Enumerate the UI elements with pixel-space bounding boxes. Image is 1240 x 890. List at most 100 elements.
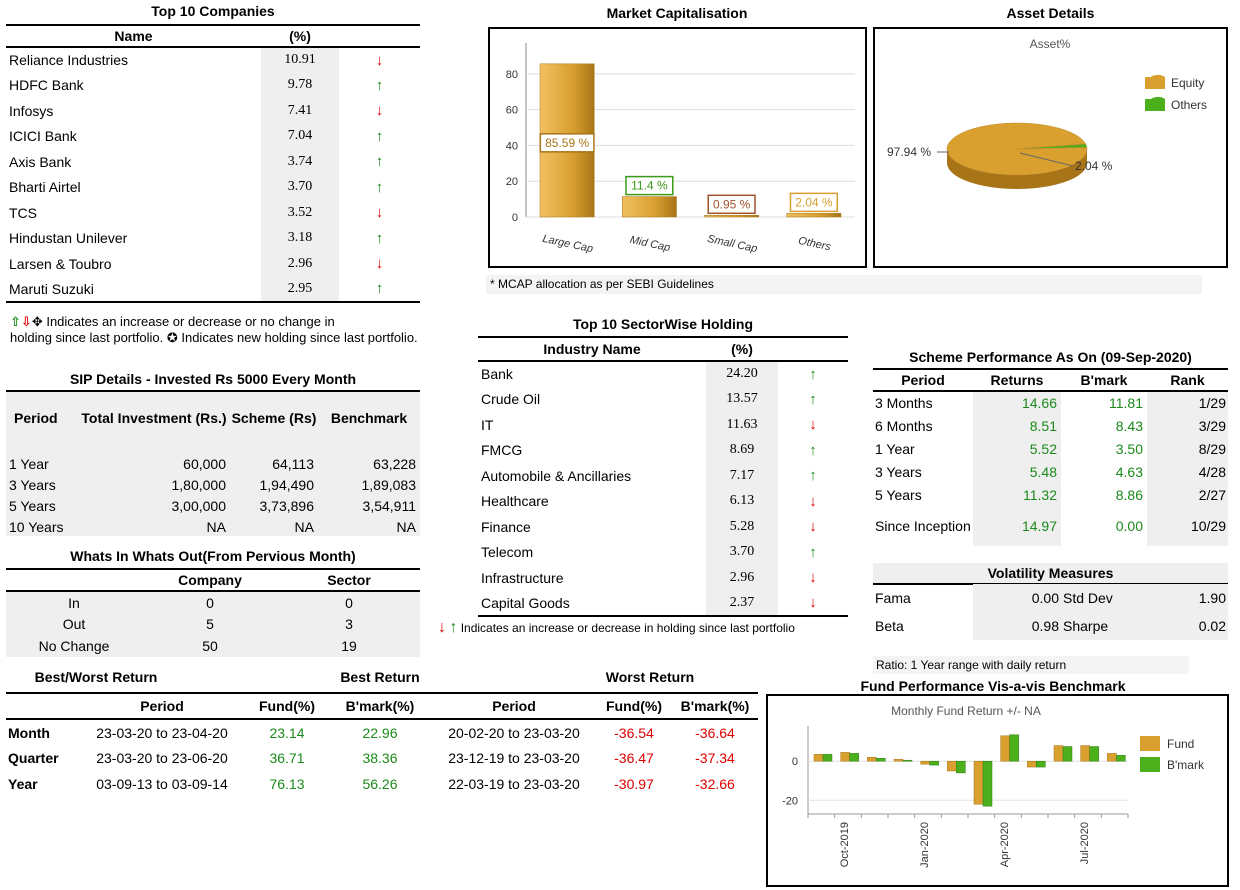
company-pct: 3.52 [261, 200, 339, 226]
sip-bench: 1,89,083 [318, 473, 420, 494]
bar [893, 758, 904, 762]
perf-period: Since Inception [875, 517, 971, 534]
table-row: Reliance Industries 10.91 ↓ [6, 47, 420, 73]
company-name: ICICI Bank [9, 128, 77, 145]
bw-col-worst-fund: Fund(%) [606, 698, 662, 714]
perf-returns: 14.66 [973, 391, 1061, 414]
data-label: 2.04 % [1075, 159, 1113, 173]
down-arrow-icon: ↓ [809, 518, 817, 536]
up-arrow-icon: ↑ [375, 178, 384, 196]
sip-period: 10 Years [6, 515, 78, 536]
x-tick-label: Apr-2020 [999, 822, 1011, 867]
mcap-chart-box: 0 20 40 60 80 85.59 % Large Cap 11.4 % Mid Cap 0.… [488, 27, 867, 268]
mcap-note: * MCAP allocation as per SEBI Guidelines [486, 275, 1202, 294]
up-arrow-icon: ⇧ [10, 314, 21, 329]
sector-pct: 2.96 [706, 565, 778, 591]
sector-name: Crude Oil [481, 391, 541, 408]
vol-label: Beta [875, 618, 904, 634]
down-arrow-icon: ↓ [809, 569, 817, 587]
sip-bench: 63,228 [318, 443, 420, 473]
company-pct: 10.91 [261, 47, 339, 73]
data-label: 85.59 % [545, 136, 589, 150]
bw-best-bmark: 22.96 [362, 724, 398, 741]
vol-table: Fama 0.00 Std Dev 1.90 Beta 0.98 Sharpe 0.02 [873, 584, 1228, 640]
bw-best-period: 23-03-20 to 23-06-20 [96, 750, 228, 766]
data-label: 0.95 % [713, 197, 751, 211]
bw-best-fund: 36.71 [269, 750, 305, 766]
sector-col-trend [778, 337, 848, 361]
table-row: Beta 0.98 Sharpe 0.02 [873, 612, 1228, 640]
bw-worst-bmark: -32.66 [695, 776, 735, 792]
category-label: Others [797, 235, 832, 254]
up-arrow-icon: ↑ [809, 467, 817, 485]
fund-perf-chart: Monthly Fund Return +/- NA 0 -20 Oct-2019 Ja… [782, 704, 1205, 868]
table-row: Hindustan Unilever 3.18 ↑ [6, 225, 420, 251]
bw-best-fund: 76.13 [269, 776, 305, 792]
legend-line2a: holding since last portfolio. [10, 330, 164, 345]
table-row: Automobile & Ancillaries 7.17 ↑ [478, 463, 848, 489]
bar [813, 754, 824, 762]
sector-name: Healthcare [481, 493, 549, 510]
company-pct: 7.41 [261, 98, 339, 124]
down-arrow-icon: ↓ [809, 594, 817, 612]
whats-col-company: Company [178, 572, 242, 588]
legend-swatch [1145, 77, 1165, 89]
bar [1053, 745, 1064, 762]
down-arrow-icon: ↓ [375, 102, 384, 120]
company-name: Reliance Industries [9, 52, 129, 69]
table-row: 3 Years 5.48 4.63 4/28 [873, 460, 1228, 483]
whats-company: 0 [206, 594, 214, 611]
legend-label: B'mark [1167, 758, 1205, 772]
up-arrow-icon: ↑ [809, 441, 817, 459]
table-row: Bank 24.20 ↑ [478, 361, 848, 387]
down-arrow-icon: ↓ [375, 51, 384, 69]
bw-best-period: 23-03-20 to 23-04-20 [96, 724, 228, 741]
sip-title: SIP Details - Invested Rs 5000 Every Mon… [69, 371, 357, 387]
bar [840, 752, 850, 762]
vol-value: 1.90 [1147, 584, 1228, 612]
bw-worst-fund: -30.97 [614, 776, 654, 792]
sip-period: 5 Years [6, 494, 78, 515]
sector-pct: 11.63 [706, 412, 778, 438]
whats-company: 5 [206, 616, 214, 632]
table-row: Infrastructure 2.96 ↓ [478, 565, 848, 591]
bar [1062, 746, 1073, 762]
bw-col-worst-bmark: B'mark(%) [680, 698, 750, 714]
sector-table: Industry Name (%) Bank 24.20 ↑ Crude Oil 13.… [478, 336, 848, 617]
x-tick-label: Oct-2019 [839, 822, 851, 867]
bw-worst-bmark: -37.34 [695, 750, 735, 766]
mcap-title: Market Capitalisation [606, 5, 748, 21]
perf-period: 1 Year [875, 440, 915, 457]
table-row: Bharti Airtel 3.70 ↑ [6, 174, 420, 200]
sector-pct: 13.57 [706, 386, 778, 412]
sector-col-name: Industry Name [543, 341, 641, 357]
chart-title: Asset% [1030, 37, 1071, 51]
bw-col-best-period: Period [140, 698, 184, 714]
vol-title: Volatility Measures [873, 563, 1228, 585]
table-row: Crude Oil 13.57 ↑ [478, 386, 848, 412]
bar [973, 760, 984, 805]
sip-col-invest: Total Investment (Rs.) [81, 409, 227, 426]
sip-scheme: 64,113 [230, 443, 318, 473]
perf-returns: 8.51 [973, 414, 1061, 437]
down-arrow-icon: ↓ [375, 255, 384, 273]
asset-title: Asset Details [1006, 5, 1095, 21]
perf-title: Scheme Performance As On (09-Sep-2020) [909, 349, 1192, 365]
vol-value: 0.98 [973, 612, 1061, 640]
table-row: No Change 50 19 [6, 635, 420, 657]
bar [1036, 760, 1046, 768]
company-pct: 9.78 [261, 72, 339, 98]
company-pct: 2.96 [261, 251, 339, 277]
sector-body: Bank 24.20 ↑ Crude Oil 13.57 ↑ IT 11.63 ↓ FMCG 8.6… [478, 361, 848, 616]
bar [902, 759, 913, 762]
perf-period: 5 Years [875, 486, 922, 503]
top10-col-trend [339, 25, 420, 47]
perf-bmark: 0.00 [1115, 518, 1143, 534]
leader-line [1019, 152, 1074, 167]
up-arrow-icon: ↑ [375, 127, 384, 145]
perf-returns: 5.52 [973, 437, 1061, 460]
company-name: TCS [9, 204, 37, 221]
table-row: ICICI Bank 7.04 ↑ [6, 123, 420, 149]
table-row: Year 03-09-13 to 03-09-14 76.13 56.26 22-03-… [6, 771, 758, 797]
perf-col-returns: Returns [990, 372, 1044, 388]
